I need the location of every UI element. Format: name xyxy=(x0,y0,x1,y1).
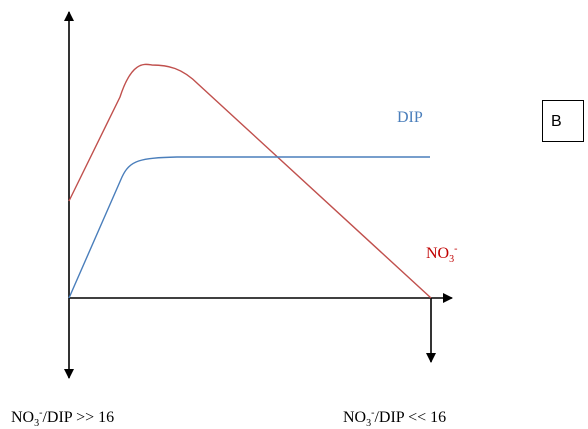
caption-right-sub: 3 xyxy=(366,418,372,429)
caption-left-post: /DIP >> 16 xyxy=(42,409,115,426)
caption-right-sup: - xyxy=(371,407,375,419)
no3-series-label: NO3- xyxy=(426,243,458,266)
caption-right: NO3-/DIP << 16 xyxy=(343,407,447,429)
no3-label-sub: 3 xyxy=(449,254,455,266)
dip-curve xyxy=(68,156,430,299)
caption-right-pre: NO xyxy=(343,409,367,426)
caption-left-pre: NO xyxy=(11,409,35,426)
panel-label-box: B xyxy=(542,100,584,142)
no3-label-text: NO xyxy=(426,245,450,262)
panel-label: B xyxy=(551,113,562,130)
caption-left-sub: 3 xyxy=(34,418,40,429)
dip-series-label: DIP xyxy=(397,109,423,126)
caption-left-sup: - xyxy=(39,407,43,419)
caption-right-post: /DIP << 16 xyxy=(374,409,447,426)
caption-left: NO3-/DIP >> 16 xyxy=(11,407,115,429)
no3-label-sup: - xyxy=(454,243,458,255)
no3-curve xyxy=(68,63,432,299)
